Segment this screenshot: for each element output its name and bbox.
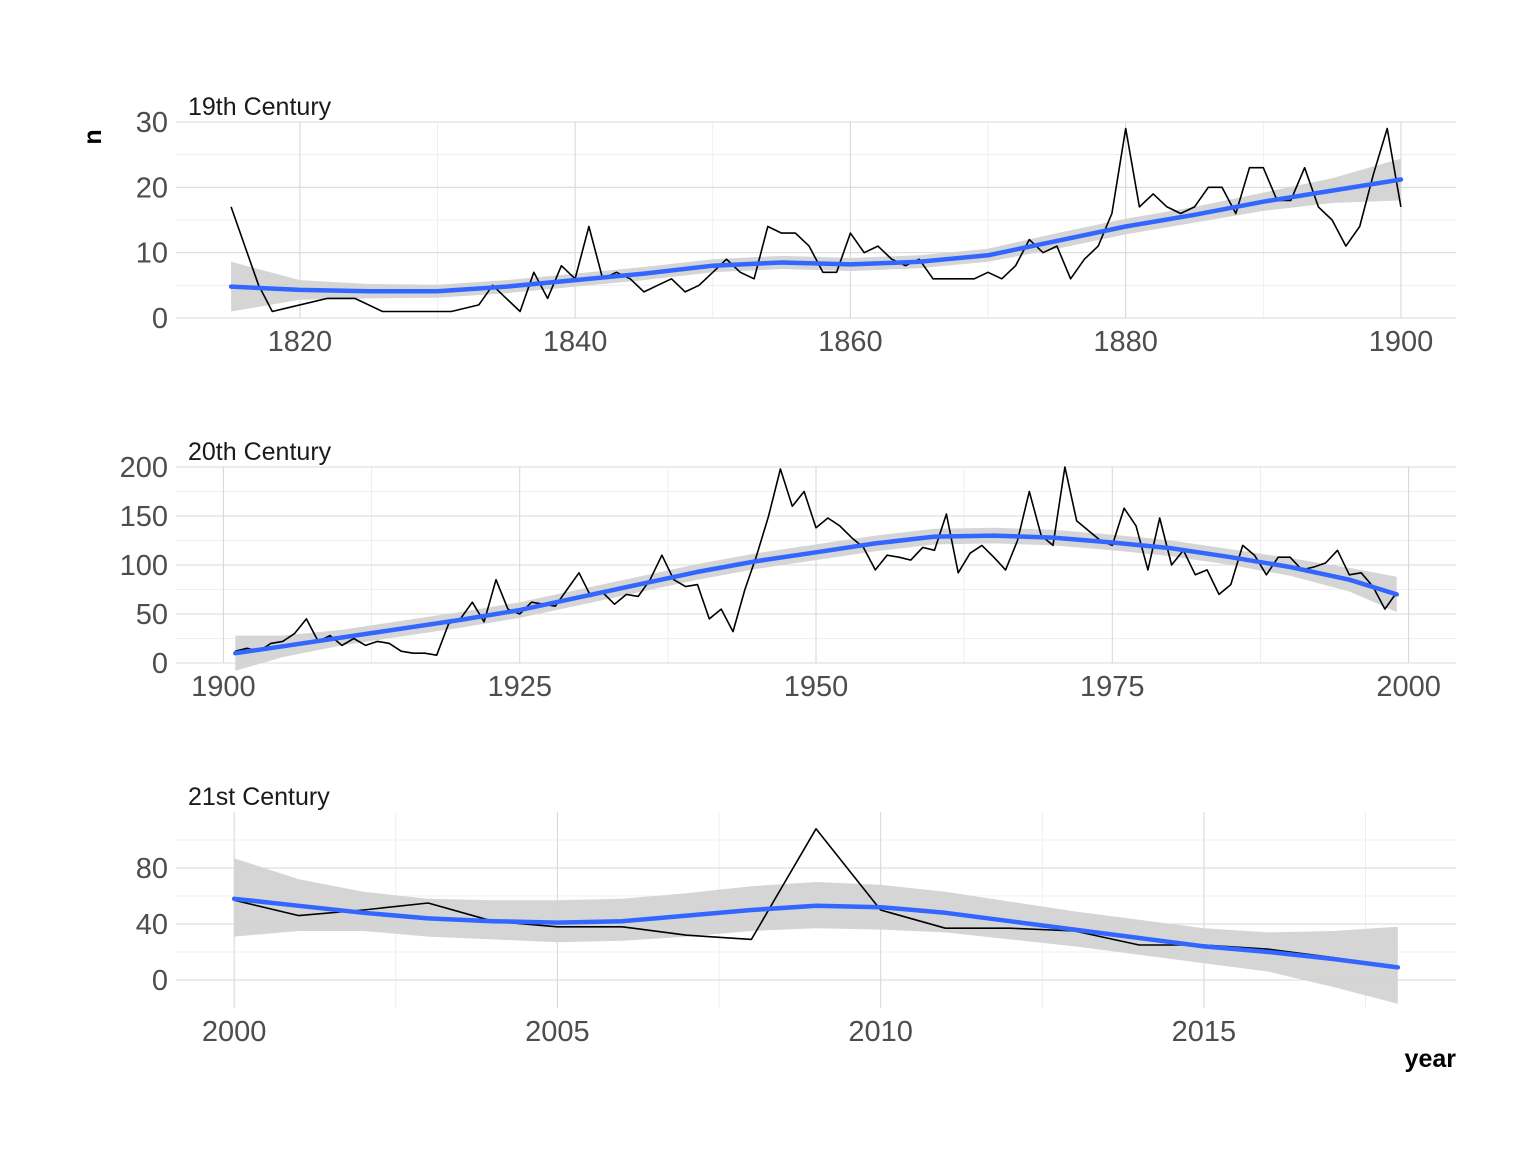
y-tick-label: 100 — [120, 550, 168, 582]
panel-title: 20th Century — [188, 438, 332, 466]
y-tick-label: 150 — [120, 501, 168, 533]
confidence-band — [231, 158, 1401, 312]
smooth-line — [233, 533, 1399, 656]
x-tick-label: 1900 — [191, 671, 256, 703]
y-tick-label: 0 — [152, 303, 168, 335]
y-axis-title: n — [79, 129, 107, 144]
panel-title: 19th Century — [188, 93, 332, 121]
panel-19th-century: 19th Century n 1820 1840 1860 1880 1900 0 10 20… — [79, 93, 1456, 358]
series-line — [235, 466, 1398, 657]
y-tick-label: 200 — [120, 452, 168, 484]
y-tick-label: 0 — [152, 648, 168, 680]
y-tick-label: 50 — [136, 599, 168, 631]
smooth-line — [231, 896, 1401, 970]
x-tick-label: 2015 — [1172, 1016, 1237, 1048]
smooth-line — [228, 177, 1404, 294]
confidence-band — [235, 527, 1397, 671]
x-tick-label: 1820 — [268, 326, 333, 358]
x-tick-label: 1900 — [1369, 326, 1434, 358]
x-tick-label: 1950 — [784, 671, 849, 703]
y-tick-label: 40 — [136, 909, 168, 941]
y-tick-label: 0 — [152, 965, 168, 997]
y-tick-label: 30 — [136, 107, 168, 139]
panel-21st-century: 21st Century year 2000 2005 2010 2015 0 40 80 — [136, 783, 1457, 1073]
x-tick-label: 2000 — [1376, 671, 1441, 703]
x-tick-label: 1840 — [543, 326, 608, 358]
grid — [176, 121, 1456, 319]
x-tick-label: 1975 — [1080, 671, 1145, 703]
x-tick-label: 1925 — [487, 671, 552, 703]
panel-20th-century: 20th Century 1900 1925 1950 1975 2000 0 50 100 1… — [120, 438, 1456, 703]
panel-title: 21st Century — [188, 783, 330, 811]
x-tick-label: 2005 — [525, 1016, 590, 1048]
x-tick-label: 2010 — [848, 1016, 913, 1048]
grid — [176, 466, 1456, 664]
x-tick-label: 1880 — [1093, 326, 1158, 358]
confidence-band — [234, 858, 1398, 1004]
y-tick-label: 80 — [136, 853, 168, 885]
y-tick-label: 10 — [136, 238, 168, 270]
x-axis-title: year — [1405, 1045, 1457, 1073]
x-tick-label: 2000 — [202, 1016, 267, 1048]
x-tick-label: 1860 — [818, 326, 883, 358]
y-tick-label: 20 — [136, 172, 168, 204]
